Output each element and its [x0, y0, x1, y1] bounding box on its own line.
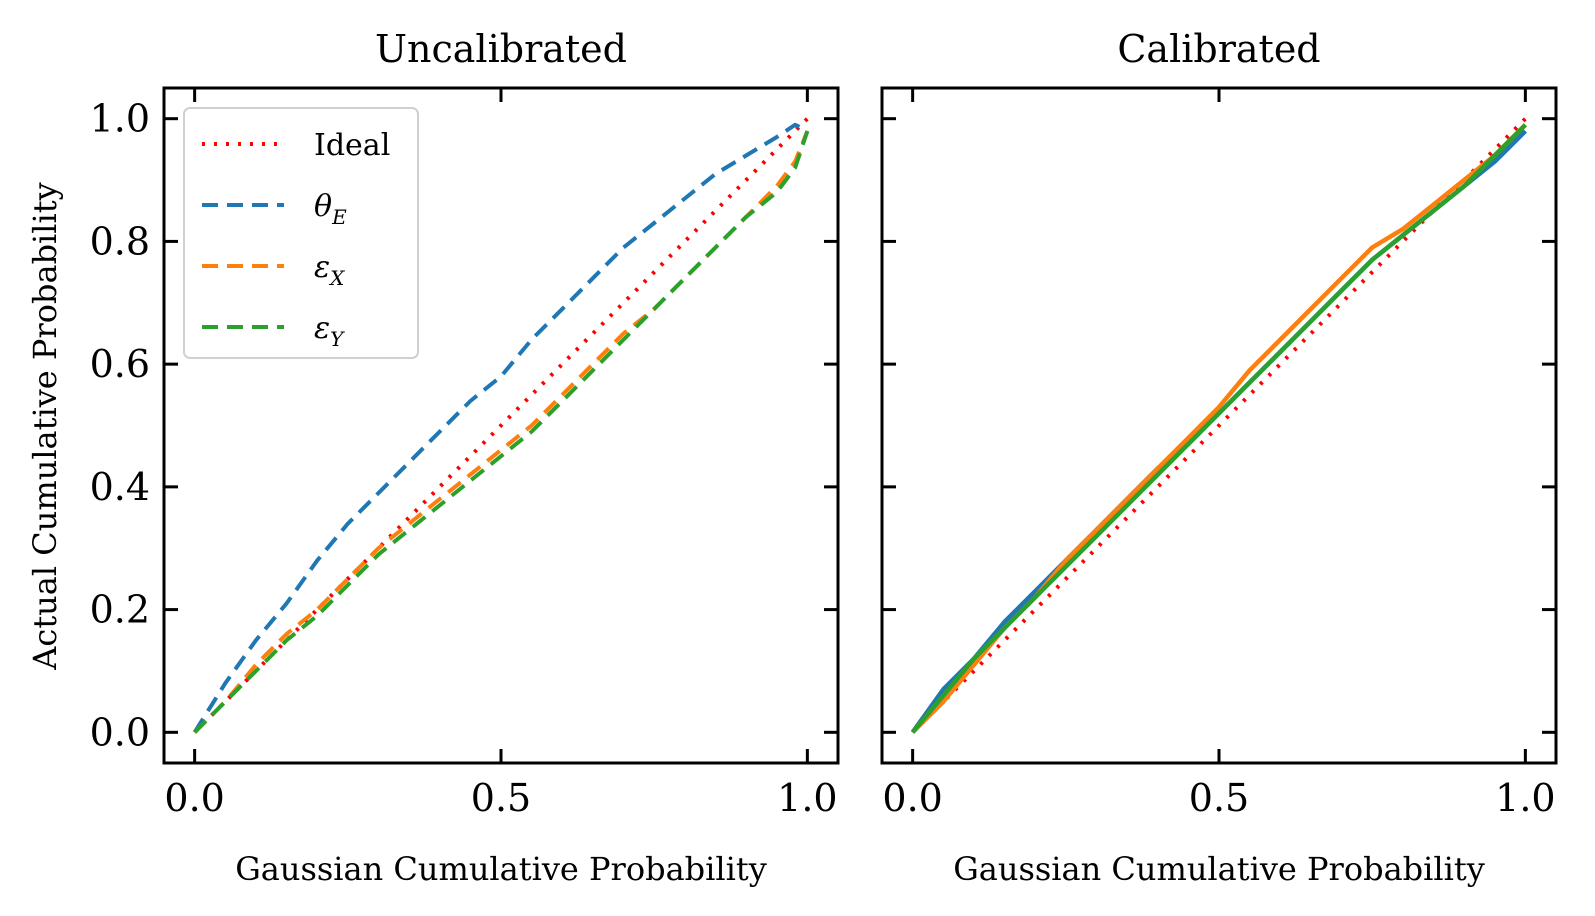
panel-title: Uncalibrated: [375, 27, 627, 71]
series-line--e: [910, 129, 1527, 734]
y-tick-label: 0.2: [90, 588, 150, 632]
x-tick-label: 0.0: [882, 776, 942, 820]
y-tick-label: 0.8: [90, 219, 150, 263]
series-line--x: [911, 123, 1527, 734]
panel-title: Calibrated: [1117, 27, 1320, 71]
y-axis-label: Actual Cumulative Probability: [26, 182, 64, 670]
ticks: 0.0 0.5 1.0 0.0 0.2 0.4 0.6 0.8 1.0: [90, 88, 838, 820]
legend-label: θE: [314, 189, 347, 229]
legend-label: Ideal: [314, 128, 390, 163]
plot-frame: [162, 86, 840, 765]
series-group: [192, 117, 810, 734]
series-line--y: [193, 130, 810, 734]
x-tick-label: 1.0: [1495, 776, 1555, 820]
panel-uncalibrated: Uncalibrated Gaussian Cumulative Probabi…: [26, 27, 840, 888]
y-tick-label: 0.6: [90, 342, 150, 386]
x-tick-label: 0.5: [471, 776, 531, 820]
series-line--y: [910, 123, 1527, 734]
y-tick-label: 0.0: [90, 710, 150, 754]
x-tick-label: 0.0: [164, 776, 224, 820]
x-axis-label: Gaussian Cumulative Probability: [235, 850, 767, 888]
plot-frame: [880, 86, 1558, 765]
y-tick-label: 0.4: [90, 465, 150, 509]
series-line--e: [192, 122, 809, 734]
x-axis-label: Gaussian Cumulative Probability: [953, 850, 1485, 888]
series-group: [910, 117, 1527, 734]
ticks: 0.0 0.5 1.0: [882, 88, 1556, 820]
panel-calibrated: Calibrated Gaussian Cumulative Probabili…: [880, 27, 1558, 888]
legend-box: [183, 107, 419, 359]
series-line-ideal: [193, 117, 809, 734]
x-tick-label: 0.5: [1189, 776, 1249, 820]
x-tick-label: 1.0: [777, 776, 837, 820]
y-tick-label: 1.0: [90, 97, 150, 141]
